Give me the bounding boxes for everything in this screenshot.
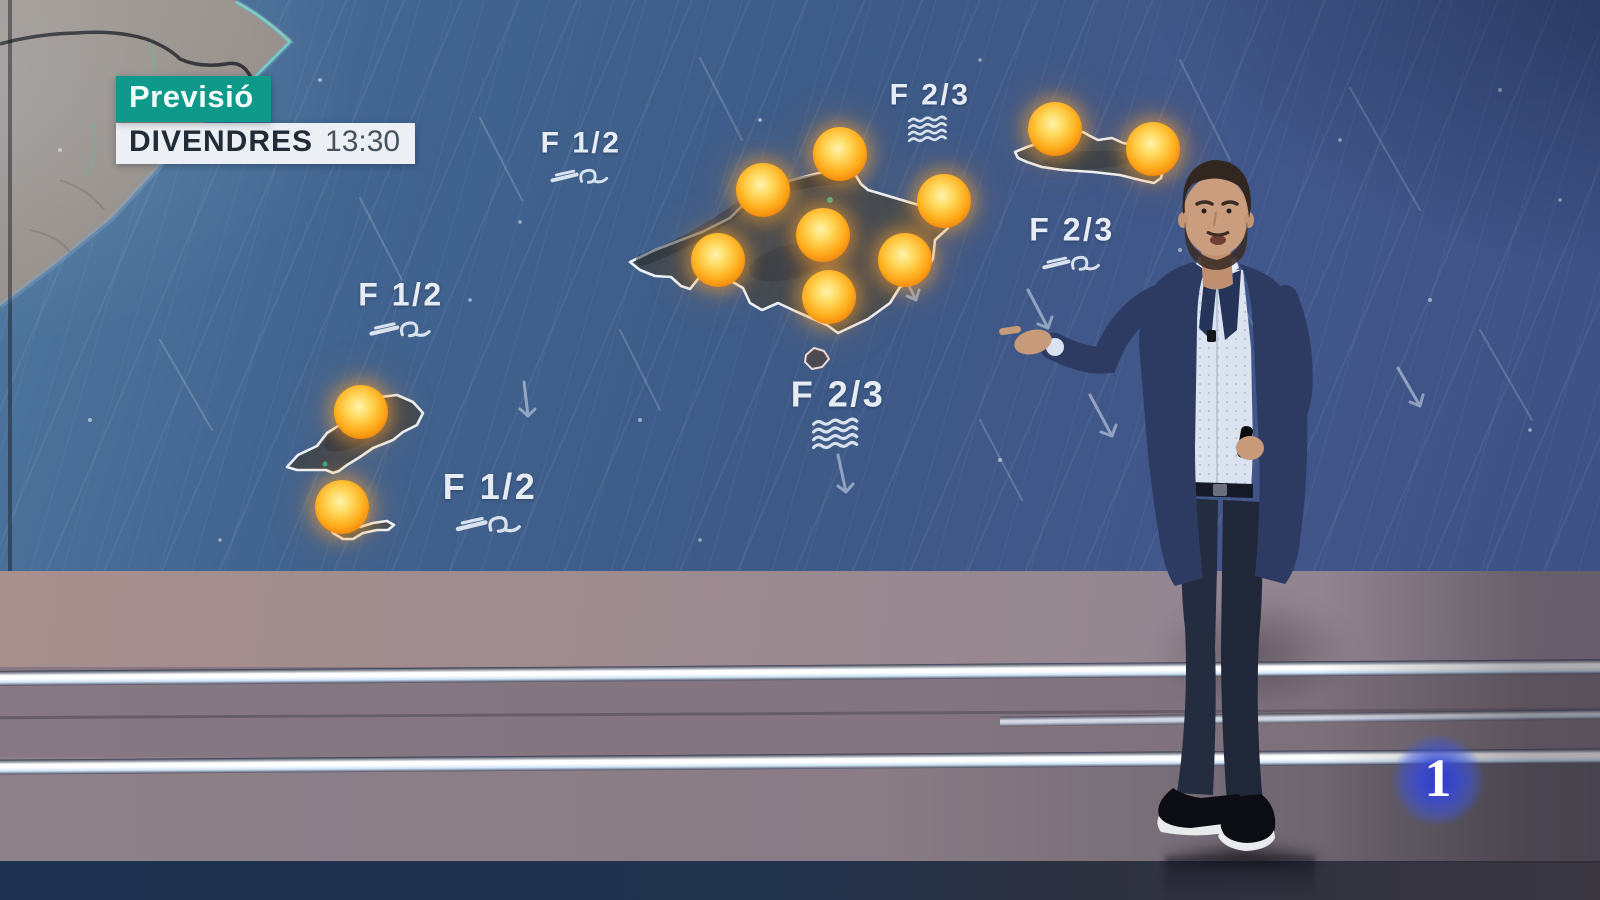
day-time-label: DIVENDRES 13:30 (116, 123, 416, 164)
wind-label: F 2/3 (1029, 214, 1114, 275)
weather-map: F 1/2 F 2/3 F 1/2 (0, 0, 1600, 574)
calm-waves-icon (1041, 255, 1100, 271)
sun-icon (1126, 122, 1180, 176)
sun-icon (1028, 102, 1082, 156)
sun-icon (736, 163, 790, 217)
wind-force-text: F 2/3 (889, 78, 971, 112)
wind-label: F 2/3 (790, 373, 886, 456)
studio-floor-base (0, 861, 1600, 900)
channel-logo-la1: 1 (1392, 734, 1484, 826)
floor-reflection (1165, 856, 1315, 900)
program-label: Previsió (116, 76, 271, 122)
day-label: DIVENDRES (129, 125, 314, 158)
time-label: 13:30 (325, 125, 401, 158)
sun-icon (334, 385, 388, 439)
sun-icon (878, 233, 932, 287)
wave-flag-icon (812, 417, 859, 450)
sun-icon (796, 208, 850, 262)
presenter (999, 160, 1313, 851)
wind-force-text: F 1/2 (442, 466, 538, 507)
calm-waves-icon (456, 515, 522, 533)
sun-icon (813, 127, 867, 181)
logo-numeral: 1 (1424, 748, 1452, 808)
island-cabrera (804, 347, 830, 370)
wind-label: F 1/2 (358, 279, 443, 342)
wave-flag-icon (908, 115, 948, 143)
wind-force-text: F 2/3 (790, 373, 886, 415)
wind-label: F 2/3 (889, 78, 971, 148)
screen-bezel-edge (8, 0, 12, 571)
wind-force-text: F 1/2 (540, 126, 622, 160)
wind-force-text: F 1/2 (358, 276, 444, 313)
forecast-header: Previsió DIVENDRES 13:30 (116, 76, 416, 164)
wind-label: F 1/2 (443, 469, 538, 537)
sun-icon (315, 480, 369, 534)
sun-icon (917, 174, 971, 228)
calm-waves-icon (550, 168, 609, 184)
wind-force-text: F 2/3 (1029, 211, 1115, 248)
sun-icon (691, 233, 745, 287)
sun-icon (802, 270, 856, 324)
calm-waves-icon (369, 321, 431, 338)
wind-label: F 1/2 (540, 126, 622, 188)
